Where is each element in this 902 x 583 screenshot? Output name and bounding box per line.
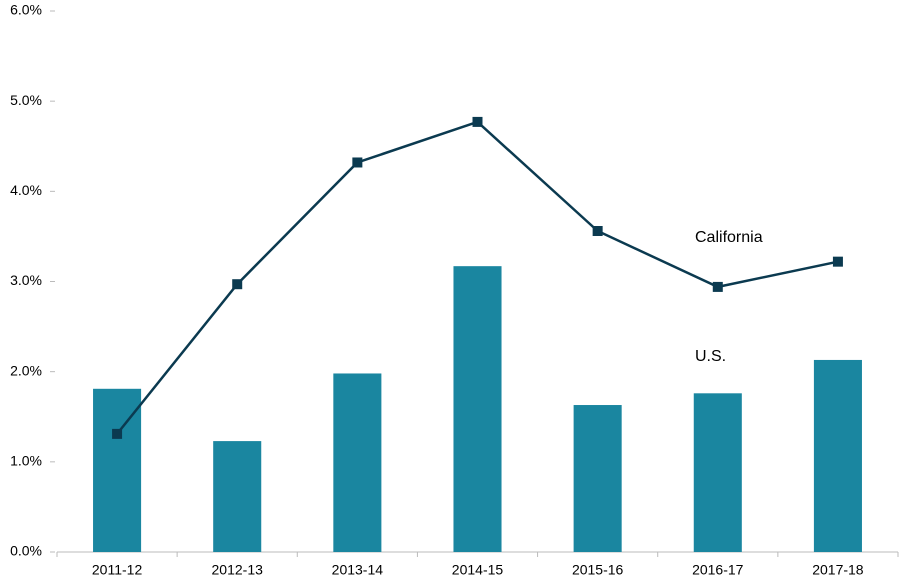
y-tick-label: 5.0%: [10, 92, 42, 108]
x-tick-label: 2015-16: [572, 562, 624, 578]
marker: [832, 256, 843, 267]
x-tick-label: 2012-13: [212, 562, 264, 578]
marker: [352, 157, 363, 168]
marker: [712, 281, 723, 292]
marker: [112, 428, 123, 439]
y-tick-label: 6.0%: [10, 2, 42, 18]
series-label: California: [695, 229, 763, 246]
series-label: U.S.: [695, 348, 726, 365]
bar: [213, 441, 262, 552]
y-tick-label: 3.0%: [10, 272, 42, 288]
marker: [232, 279, 243, 290]
marker: [472, 116, 483, 127]
bar: [453, 266, 502, 552]
bar: [93, 388, 142, 552]
x-tick-label: 2013-14: [332, 562, 384, 578]
bar: [813, 359, 862, 552]
marker: [592, 226, 603, 237]
y-tick-label: 4.0%: [10, 182, 42, 198]
y-tick-label: 1.0%: [10, 453, 42, 469]
y-tick-label: 0.0%: [10, 543, 42, 559]
x-tick-label: 2011-12: [92, 562, 143, 578]
bar: [333, 373, 382, 552]
bar: [573, 405, 622, 552]
x-tick-label: 2014-15: [452, 562, 504, 578]
x-tick-label: 2017-18: [812, 562, 864, 578]
y-tick-label: 2.0%: [10, 362, 42, 378]
bar: [693, 393, 742, 552]
x-tick-label: 2016-17: [692, 562, 744, 578]
